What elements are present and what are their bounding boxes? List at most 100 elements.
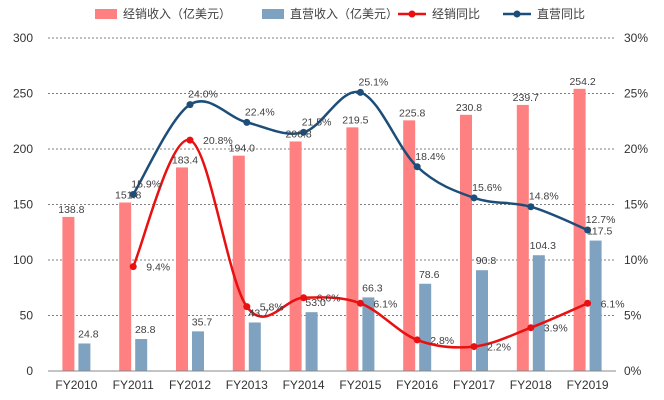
x-tick-label: FY2019 <box>567 378 609 392</box>
line-point <box>413 163 421 171</box>
line-value-label: 14.8% <box>529 191 559 203</box>
legend-label: 直营收入（亿美元） <box>290 6 398 21</box>
bar-value-label: 43.7 <box>249 307 270 319</box>
x-tick-label: FY2012 <box>169 378 211 392</box>
bar <box>403 120 416 371</box>
lines <box>129 88 592 351</box>
axes: 0 50 100 150 200 250 300 0% 5% 10% 15% 20% 25% 30% FY2… <box>13 31 648 392</box>
bar-value-label: 117.5 <box>587 226 613 238</box>
line-value-label: 3.9% <box>544 323 568 335</box>
bar-value-label: 239.7 <box>513 92 539 104</box>
line-point <box>584 299 592 307</box>
legend-marker <box>513 10 521 18</box>
bar <box>176 167 188 371</box>
line-value-label: 20.8% <box>203 135 233 147</box>
y-right-tick-label: 5% <box>624 309 642 323</box>
line-value-label: 15.6% <box>472 182 502 194</box>
bar-value-label: 78.6 <box>419 269 440 281</box>
line-value-label: 21.5% <box>302 116 332 128</box>
y-left-tick-label: 250 <box>13 87 33 101</box>
y-right-tick-label: 15% <box>624 198 648 212</box>
x-tick-label: FY2015 <box>339 378 381 392</box>
bar-value-label: 24.8 <box>78 328 99 340</box>
bar-value-label: 225.8 <box>399 107 425 119</box>
line-value-label: 6.1% <box>373 298 397 310</box>
line-value-label: 2.2% <box>487 342 511 354</box>
bar <box>78 343 91 371</box>
bar-value-label: 194.0 <box>229 143 255 155</box>
legend-label: 经销同比 <box>432 7 480 21</box>
bar-value-label: 35.7 <box>192 316 213 328</box>
line-point <box>186 136 194 144</box>
y-left-tick-label: 300 <box>13 31 33 45</box>
line-value-label: 6.6% <box>317 293 341 305</box>
bar-value-label: 104.3 <box>530 240 556 252</box>
bar <box>305 312 318 371</box>
legend-marker <box>408 10 416 18</box>
legend-label: 直营同比 <box>537 7 585 21</box>
line-value-label: 24.0% <box>188 89 218 101</box>
bars <box>62 88 602 372</box>
y-left-tick-label: 150 <box>13 198 33 212</box>
bar <box>419 283 432 371</box>
line-point <box>584 226 592 234</box>
bar-value-label: 219.5 <box>342 114 368 126</box>
y-right-tick-label: 10% <box>624 253 648 267</box>
bar <box>476 270 488 371</box>
line-point <box>300 128 308 136</box>
line-point <box>300 294 308 302</box>
line-value-label: 25.1% <box>359 76 389 88</box>
line-point <box>470 343 478 351</box>
x-tick-label: FY2014 <box>283 378 325 392</box>
bar <box>62 216 75 371</box>
line-value-label: 18.4% <box>415 151 445 163</box>
y-left-tick-label: 0 <box>26 364 33 378</box>
line-point <box>129 191 137 199</box>
bar-value-label: 66.3 <box>362 282 383 294</box>
bar-value-label: 183.4 <box>172 154 198 166</box>
bar <box>192 331 204 371</box>
line-point <box>356 88 364 96</box>
bar-value-label: 28.8 <box>135 324 156 336</box>
x-tick-label: FY2010 <box>55 378 97 392</box>
line-point <box>527 324 535 332</box>
y-right-tick-label: 25% <box>624 87 648 101</box>
bar <box>460 114 472 371</box>
bar-value-label: 206.8 <box>285 128 311 140</box>
gridlines <box>48 37 616 316</box>
bar-value-label: 151.8 <box>115 190 141 202</box>
y-right-tick-label: 30% <box>624 31 648 45</box>
line-point <box>129 263 137 271</box>
bar <box>516 104 529 372</box>
bar <box>135 339 148 371</box>
bar-value-label: 53.0 <box>305 297 326 309</box>
line-value-label: 15.9% <box>131 179 161 191</box>
y-left-tick-label: 50 <box>20 309 34 323</box>
line-point <box>527 203 535 211</box>
legend-swatch <box>262 9 284 19</box>
x-tick-label: FY2017 <box>453 378 495 392</box>
bar-value-label: 138.8 <box>58 204 84 216</box>
line-value-label: 12.7% <box>586 214 616 226</box>
line-value-label: 6.1% <box>601 298 625 310</box>
y-right-tick-label: 20% <box>624 142 648 156</box>
bar <box>573 88 586 371</box>
legend-swatch <box>95 9 117 19</box>
line-value-label: 5.8% <box>260 302 284 314</box>
bar-value-label: 230.8 <box>456 102 482 114</box>
line-point <box>413 336 421 344</box>
line-point <box>470 194 478 202</box>
line-value-label: 2.8% <box>430 335 454 347</box>
bar <box>289 141 302 371</box>
x-tick-label: FY2013 <box>226 378 268 392</box>
line-value-label: 22.4% <box>245 106 275 118</box>
line-value-label: 9.4% <box>146 262 170 274</box>
bar <box>346 127 359 371</box>
y-left-tick-label: 200 <box>13 142 33 156</box>
x-tick-label: FY2016 <box>396 378 438 392</box>
line-point <box>243 303 251 311</box>
bar <box>362 297 375 371</box>
line-point <box>186 101 194 109</box>
y-right-tick-label: 0% <box>624 364 642 378</box>
